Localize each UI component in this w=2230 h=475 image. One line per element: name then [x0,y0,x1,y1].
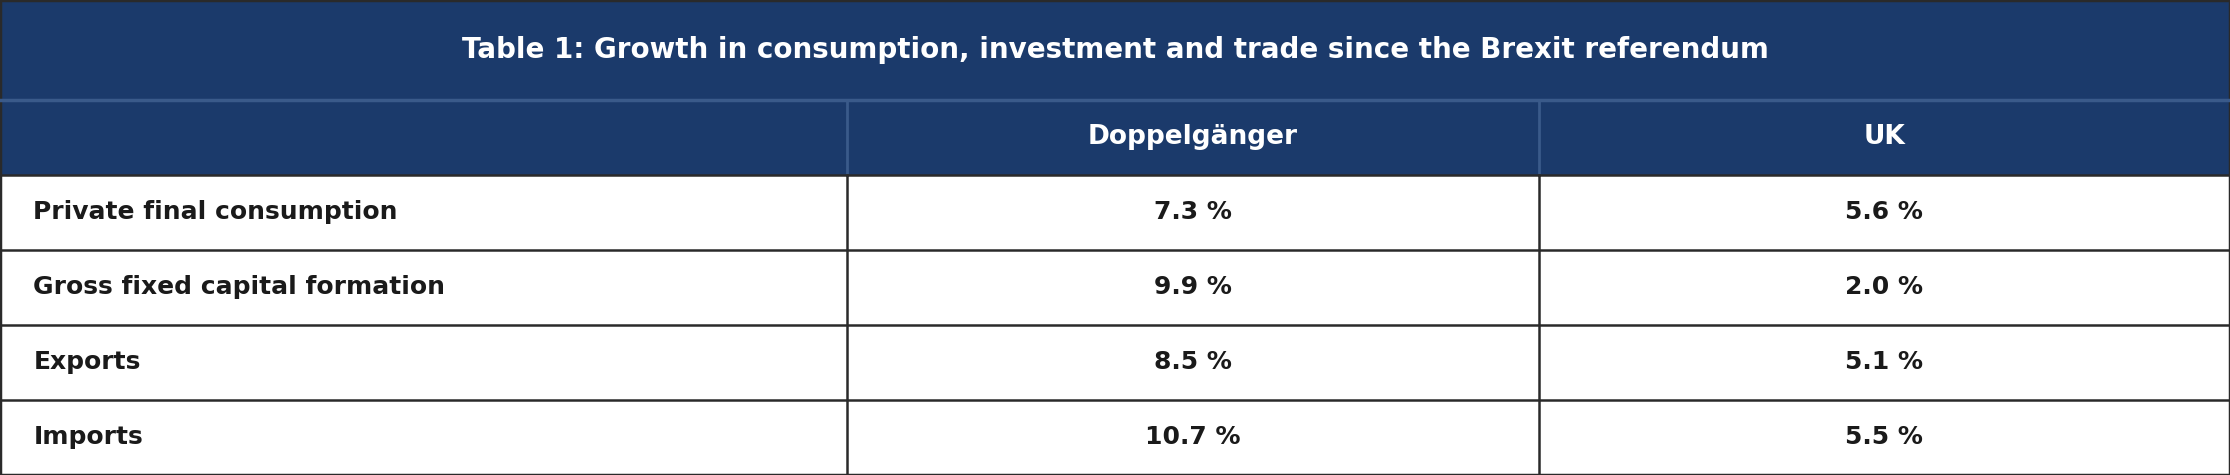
Text: 8.5 %: 8.5 % [1155,351,1231,374]
Bar [0,175,2230,250]
Bar [0,0,2230,100]
Text: Exports: Exports [33,351,140,374]
Bar [0,100,2230,175]
Text: 10.7 %: 10.7 % [1146,426,1240,449]
Text: Gross fixed capital formation: Gross fixed capital formation [33,276,446,299]
Text: 5.1 %: 5.1 % [1846,351,1922,374]
Text: Doppelgänger: Doppelgänger [1088,124,1298,150]
Text: UK: UK [1864,124,1904,150]
Text: 2.0 %: 2.0 % [1846,276,1922,299]
Bar [0,325,2230,400]
Text: Private final consumption: Private final consumption [33,200,397,224]
Text: 5.5 %: 5.5 % [1846,426,1922,449]
Bar [0,250,2230,325]
Text: 5.6 %: 5.6 % [1846,200,1922,224]
Bar [0,400,2230,475]
Text: Imports: Imports [33,426,143,449]
Text: 9.9 %: 9.9 % [1155,276,1231,299]
Text: Table 1: Growth in consumption, investment and trade since the Brexit referendum: Table 1: Growth in consumption, investme… [462,36,1768,64]
Text: 7.3 %: 7.3 % [1155,200,1231,224]
